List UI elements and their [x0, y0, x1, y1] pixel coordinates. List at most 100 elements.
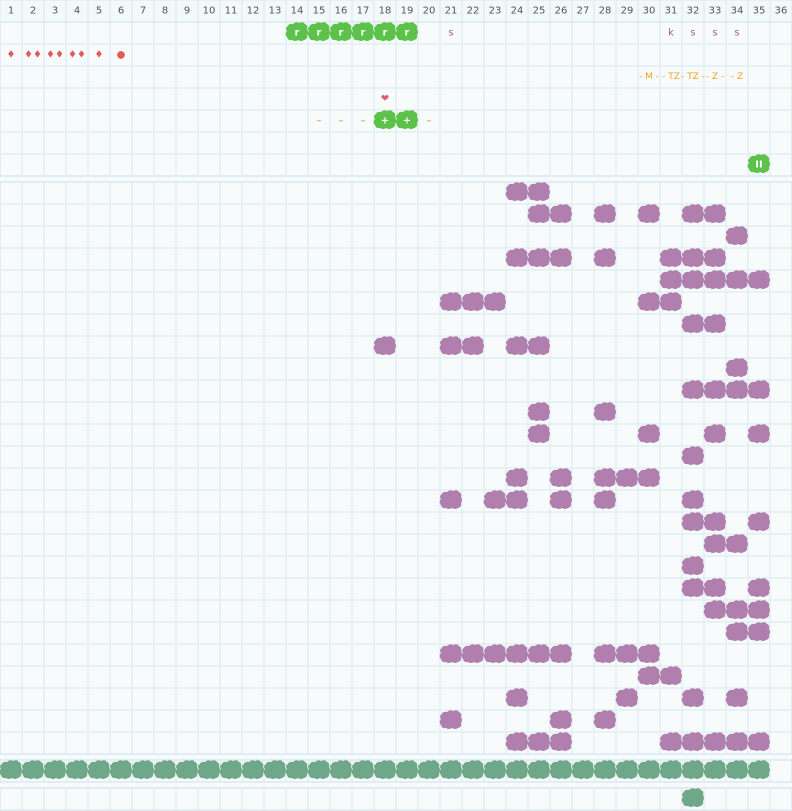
piece — [373, 110, 396, 129]
purple-piece — [703, 534, 726, 553]
base-piece — [0, 760, 22, 779]
column-label: 8 — [162, 6, 168, 17]
purple-piece — [461, 292, 484, 311]
last-piece — [681, 788, 704, 807]
purple-piece — [703, 578, 726, 597]
column-label: 3 — [52, 6, 58, 17]
cell-label: ♦♦ — [46, 50, 64, 61]
cell-label: k — [668, 28, 674, 39]
purple-piece — [505, 688, 528, 707]
purple-piece — [593, 710, 616, 729]
column-label: 11 — [225, 6, 238, 17]
column-label: 7 — [140, 6, 146, 17]
piece-label: r — [295, 28, 300, 39]
column-label: 10 — [203, 6, 216, 17]
purple-piece — [637, 666, 660, 685]
purple-piece — [659, 292, 682, 311]
purple-piece — [527, 644, 550, 663]
purple-piece — [527, 424, 550, 443]
column-label: 34 — [731, 6, 744, 17]
purple-piece — [505, 182, 528, 201]
purple-piece — [505, 644, 528, 663]
column-label: 4 — [74, 6, 80, 17]
column-label: 17 — [357, 6, 370, 17]
purple-piece — [439, 490, 462, 509]
column-label: 20 — [423, 6, 436, 17]
base-piece — [505, 760, 528, 779]
base-piece — [681, 760, 704, 779]
piece-label: r — [317, 28, 322, 39]
piece-label: r — [339, 28, 344, 39]
base-piece — [87, 760, 110, 779]
purple-piece — [681, 248, 704, 267]
column-label: 22 — [467, 6, 480, 17]
column-label: 12 — [247, 6, 260, 17]
base-piece — [197, 760, 220, 779]
purple-piece — [615, 688, 638, 707]
purple-piece — [505, 248, 528, 267]
purple-piece — [615, 644, 638, 663]
piece-label: r — [383, 28, 388, 39]
piece — [747, 154, 770, 173]
purple-piece — [549, 204, 572, 223]
base-piece — [65, 760, 88, 779]
base-piece — [307, 760, 330, 779]
cell-label: ♦ — [95, 50, 104, 61]
piece — [307, 22, 330, 41]
purple-piece — [659, 666, 682, 685]
piece-label: + — [381, 116, 389, 127]
base-piece — [109, 760, 132, 779]
purple-piece — [637, 204, 660, 223]
cell-label: ♦♦ — [24, 50, 42, 61]
piece — [329, 22, 352, 41]
cell-label: – — [361, 116, 366, 127]
cell-label: - M - — [639, 72, 659, 82]
purple-piece — [725, 622, 748, 641]
purple-piece — [681, 204, 704, 223]
piece-label: + — [403, 116, 411, 127]
purple-piece — [637, 424, 660, 443]
purple-piece — [747, 622, 770, 641]
purple-piece — [703, 732, 726, 751]
purple-piece — [439, 644, 462, 663]
purple-piece — [527, 732, 550, 751]
base-piece — [615, 760, 638, 779]
base-piece — [571, 760, 594, 779]
column-label: 14 — [291, 6, 304, 17]
column-label: 1 — [8, 6, 14, 17]
purple-piece — [527, 248, 550, 267]
purple-piece — [725, 688, 748, 707]
piece — [395, 22, 418, 41]
base-piece — [461, 760, 484, 779]
purple-piece — [725, 600, 748, 619]
cell-label: – — [317, 116, 322, 127]
column-label: 31 — [665, 6, 678, 17]
cell-label: - TZ - — [681, 72, 705, 82]
purple-piece — [659, 270, 682, 289]
purple-piece — [593, 468, 616, 487]
purple-piece — [681, 446, 704, 465]
cell-label: - TZ — [662, 72, 680, 82]
base-piece — [373, 760, 396, 779]
cell-label: s — [690, 28, 695, 39]
base-piece — [131, 760, 154, 779]
purple-piece — [747, 600, 770, 619]
purple-piece — [747, 512, 770, 531]
cell-label: s — [734, 28, 739, 39]
purple-piece — [747, 380, 770, 399]
base-piece — [219, 760, 242, 779]
piece-label: r — [361, 28, 366, 39]
purple-piece — [725, 358, 748, 377]
piece — [373, 22, 396, 41]
base-piece — [43, 760, 66, 779]
purple-piece — [725, 380, 748, 399]
column-label: 32 — [687, 6, 700, 17]
purple-piece — [439, 292, 462, 311]
purple-piece — [549, 248, 572, 267]
column-label: 26 — [555, 6, 568, 17]
purple-piece — [703, 380, 726, 399]
column-label: 5 — [96, 6, 102, 17]
column-label: 6 — [118, 6, 124, 17]
